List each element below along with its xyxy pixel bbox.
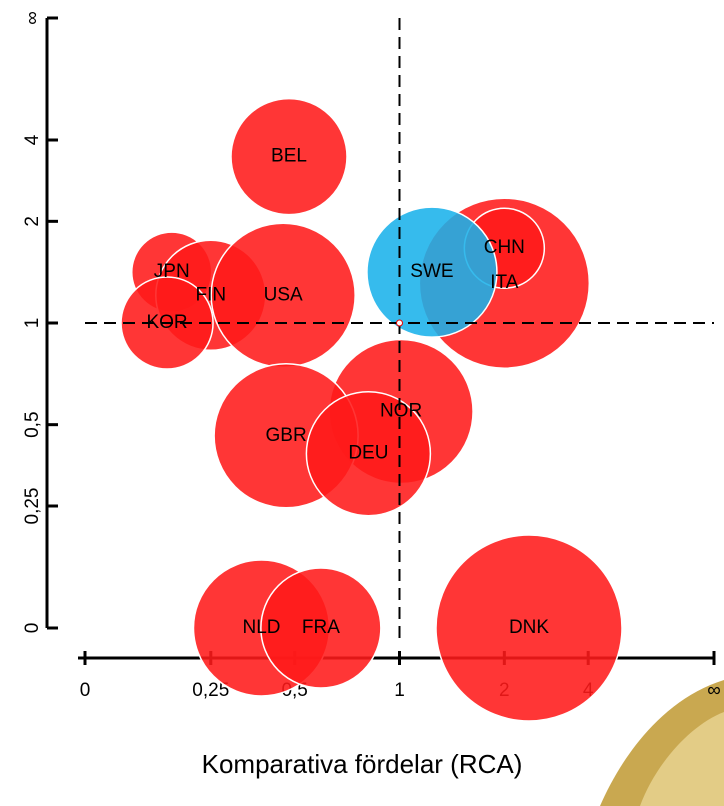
bubble-label: CHN — [484, 237, 525, 258]
x-tick-label: 1 — [394, 680, 405, 701]
x-axis-label: Komparativa fördelar (RCA) — [202, 749, 523, 779]
y-tick-label: 2 — [22, 216, 43, 227]
x-tick-label: 0 — [80, 680, 91, 701]
decoration — [600, 680, 724, 806]
bubble-label: FRA — [302, 617, 340, 638]
y-tick-label: 4 — [22, 134, 43, 145]
x-tick-label: 0,25 — [192, 680, 229, 701]
bubble-label: FIN — [195, 284, 226, 305]
bubble-label: SWE — [410, 261, 453, 282]
bubble-label: JPN — [154, 261, 190, 282]
x-tick-label: ∞ — [707, 680, 721, 701]
y-tick-label: 0,25 — [22, 488, 43, 525]
bubble — [435, 534, 623, 722]
y-tick-label: 1 — [22, 318, 43, 329]
bubble-label: NLD — [242, 617, 280, 638]
reference-point — [396, 319, 403, 327]
bubble-label: DEU — [348, 443, 388, 464]
bubble-label: ITA — [490, 272, 518, 293]
bubble — [260, 567, 382, 689]
bubble-label: GBR — [266, 425, 307, 446]
bubble-label: USA — [264, 284, 303, 305]
bubble-label: BEL — [271, 146, 307, 167]
y-tick-label: 0,5 — [22, 411, 43, 437]
bubble-label: DNK — [509, 617, 549, 638]
y-tick-label: ∞ — [22, 11, 43, 25]
bubble — [230, 97, 348, 216]
y-tick-label: 0 — [22, 623, 43, 634]
bubble-label: NOR — [380, 401, 422, 422]
